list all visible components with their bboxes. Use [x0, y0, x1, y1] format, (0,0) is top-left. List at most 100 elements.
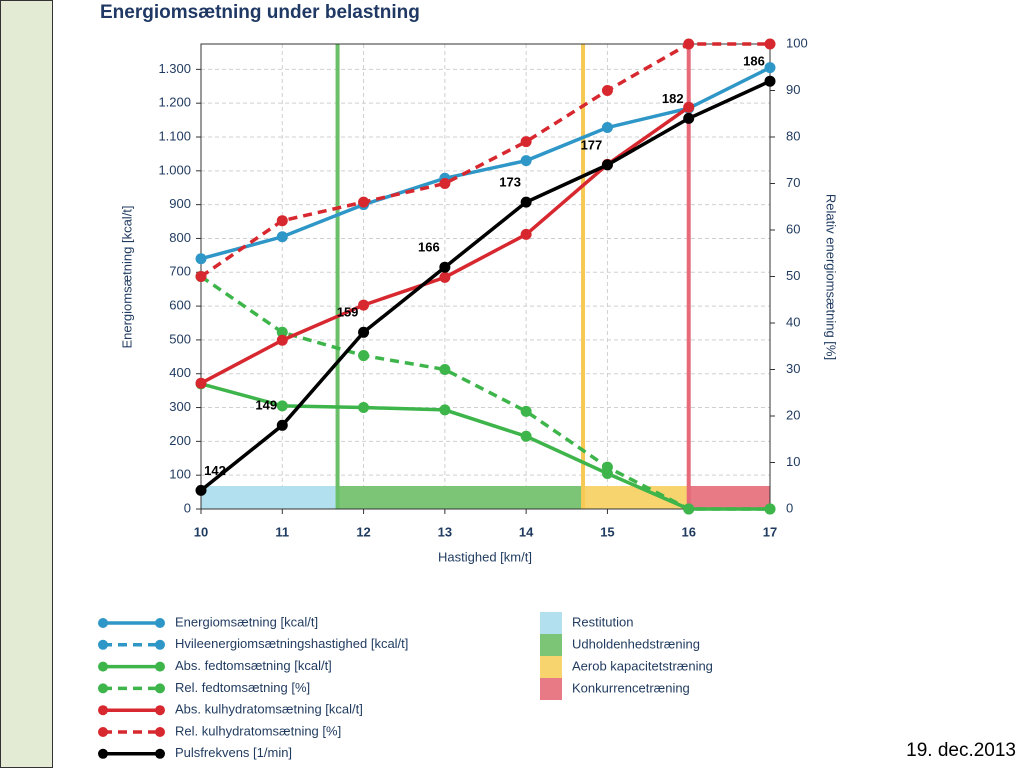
y-tick-label: 1.300: [158, 61, 191, 76]
series-point: [195, 253, 207, 265]
y2-tick-label: 0: [786, 500, 793, 515]
legend-label: Konkurrencetræning: [572, 680, 690, 695]
y2-tick-label: 20: [786, 407, 800, 422]
legend-label: Udholdenhedstræning: [572, 636, 700, 651]
series-point: [683, 503, 695, 515]
plot-frame: [200, 43, 771, 510]
chart-title: Energiomsætning under belastning: [100, 2, 420, 23]
x-tick-label: 16: [681, 524, 695, 539]
y-tick-label: 500: [169, 331, 191, 346]
y-tick-label: 200: [169, 433, 191, 448]
series-point: [683, 38, 695, 50]
series-point: [276, 215, 288, 227]
y-tick-label: 1.200: [158, 95, 191, 110]
series-point: [195, 271, 207, 282]
series-point: [520, 228, 532, 240]
y2-axis-label: Relativ energiomsætning [%]: [824, 194, 839, 360]
legend-dot: [155, 705, 165, 716]
y-tick-label: 100: [169, 467, 191, 482]
legend-dot: [98, 705, 108, 716]
y-tick-label: 0: [184, 500, 191, 515]
data-label: 149: [255, 398, 277, 413]
series-point: [439, 271, 451, 283]
series-point: [195, 377, 207, 389]
data-label: 182: [662, 91, 684, 106]
legend-dot: [155, 748, 165, 759]
y-tick-label: 1.000: [158, 162, 191, 177]
series-point: [520, 196, 532, 208]
y-tick-label: 300: [169, 399, 191, 414]
series-point: [764, 503, 776, 515]
y-tick-label: 600: [169, 298, 191, 313]
y-tick-label: 700: [169, 264, 191, 279]
legend-label: Hvileenergiomsætningshastighed [kcal/t]: [175, 636, 408, 651]
series-point: [276, 326, 288, 338]
series-point: [764, 75, 776, 87]
series-point: [195, 484, 207, 496]
series-point: [520, 136, 532, 148]
series-point: [358, 196, 370, 208]
legend-dot: [98, 639, 108, 650]
x-tick-label: 15: [600, 524, 614, 539]
sidebar: [0, 0, 53, 768]
series-point: [764, 62, 776, 74]
data-label: 159: [337, 305, 359, 320]
series-point: [520, 430, 532, 442]
x-tick-label: 14: [519, 524, 534, 539]
x-tick-label: 11: [275, 524, 289, 539]
legend-dot: [98, 748, 108, 759]
series-point: [601, 159, 613, 171]
y2-tick-label: 100: [786, 35, 808, 50]
legend-label: Rel. fedtomsætning [%]: [175, 680, 310, 695]
series-point: [520, 155, 532, 167]
legend-dot: [155, 639, 165, 650]
data-label: 177: [581, 137, 603, 152]
series-point: [601, 122, 613, 134]
series-line: [200, 42, 770, 278]
y-axis-label: Energiomsætning [kcal/t]: [119, 205, 134, 348]
series-point: [601, 85, 613, 96]
y-tick-label: 900: [169, 196, 191, 211]
legend-dot: [155, 727, 165, 737]
legend-swatch: [540, 634, 562, 656]
legend-dot: [155, 661, 165, 672]
series-point: [439, 404, 451, 416]
legend-label: Pulsfrekvens [1/min]: [175, 745, 292, 760]
series-point: [358, 299, 370, 311]
x-tick-label: 12: [356, 524, 370, 539]
series-point: [683, 112, 695, 124]
series-line: [200, 275, 770, 511]
x-axis-label: Hastighed [km/t]: [438, 549, 532, 564]
series-point: [358, 326, 370, 338]
data-label: 186: [743, 54, 765, 69]
y2-tick-label: 60: [786, 221, 800, 236]
y-tick-label: 400: [169, 365, 191, 380]
legend-label: Abs. fedtomsætning [kcal/t]: [175, 658, 332, 673]
x-tick-label: 13: [438, 524, 452, 539]
data-label: 173: [499, 175, 521, 190]
series-point: [276, 334, 288, 346]
legend-label: Abs. kulhydratomsætning [kcal/t]: [175, 702, 363, 717]
legend-swatch: [540, 678, 562, 700]
legend-dot: [155, 618, 165, 628]
date: 19. dec.2013: [906, 740, 1016, 761]
y2-tick-label: 70: [786, 175, 800, 190]
y2-tick-label: 80: [786, 128, 800, 143]
series-line: [200, 66, 771, 261]
legend-swatch: [540, 612, 562, 634]
zone-band: [688, 486, 770, 509]
series-point: [276, 231, 288, 243]
series-point: [358, 402, 370, 414]
legend-label: Restitution: [572, 614, 633, 629]
legend-dot: [155, 683, 165, 694]
y-tick-label: 800: [169, 230, 191, 245]
y2-tick-label: 10: [786, 454, 800, 469]
data-label: 142: [204, 463, 226, 478]
series-point: [683, 101, 695, 113]
series-point: [276, 419, 288, 431]
y2-tick-label: 30: [786, 361, 800, 376]
legend-label: Energiomsætning [kcal/t]: [175, 614, 318, 629]
zone-band: [201, 486, 338, 509]
series-point: [276, 400, 288, 412]
